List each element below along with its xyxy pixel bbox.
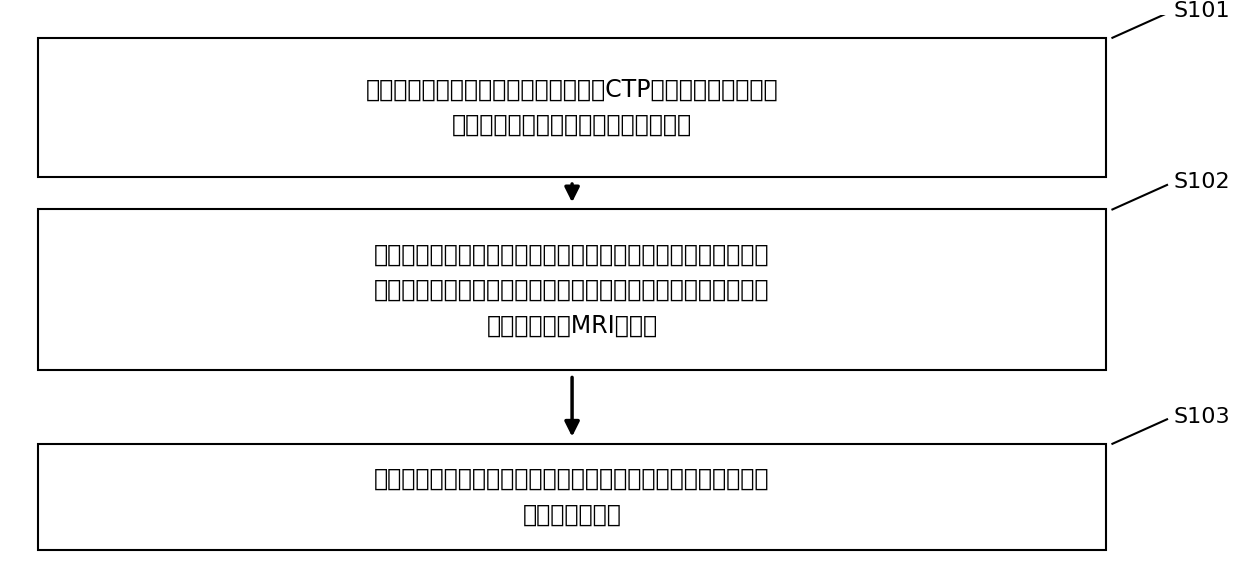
FancyBboxPatch shape	[37, 444, 1106, 550]
Text: 将预处理后的颅内计算机断层灌注成像时序图输入第一网络进行: 将预处理后的颅内计算机断层灌注成像时序图输入第一网络进行	[374, 242, 770, 266]
Text: 处理，得到预处理后的颅内计算机断层灌注成像时序图对应的第: 处理，得到预处理后的颅内计算机断层灌注成像时序图对应的第	[374, 278, 770, 302]
FancyBboxPatch shape	[37, 209, 1106, 370]
FancyBboxPatch shape	[37, 38, 1106, 177]
Text: S101: S101	[1173, 1, 1230, 21]
Text: 一核磁共振（MRI）图像: 一核磁共振（MRI）图像	[486, 313, 657, 337]
Text: 理后颅内的计算机断层灌注成像时序图: 理后颅内的计算机断层灌注成像时序图	[453, 113, 692, 137]
Text: S102: S102	[1173, 172, 1230, 192]
Text: 预处理第一颅内计算机断层灌注成像（CTP）时序图，得到预处: 预处理第一颅内计算机断层灌注成像（CTP）时序图，得到预处	[366, 77, 779, 102]
Text: S103: S103	[1173, 407, 1230, 426]
Text: 将第一核磁共振图像输入第二网络进行处理，得到缺血性脑卒中: 将第一核磁共振图像输入第二网络进行处理，得到缺血性脑卒中	[374, 467, 770, 491]
Text: 的区域分割图像: 的区域分割图像	[522, 503, 621, 527]
